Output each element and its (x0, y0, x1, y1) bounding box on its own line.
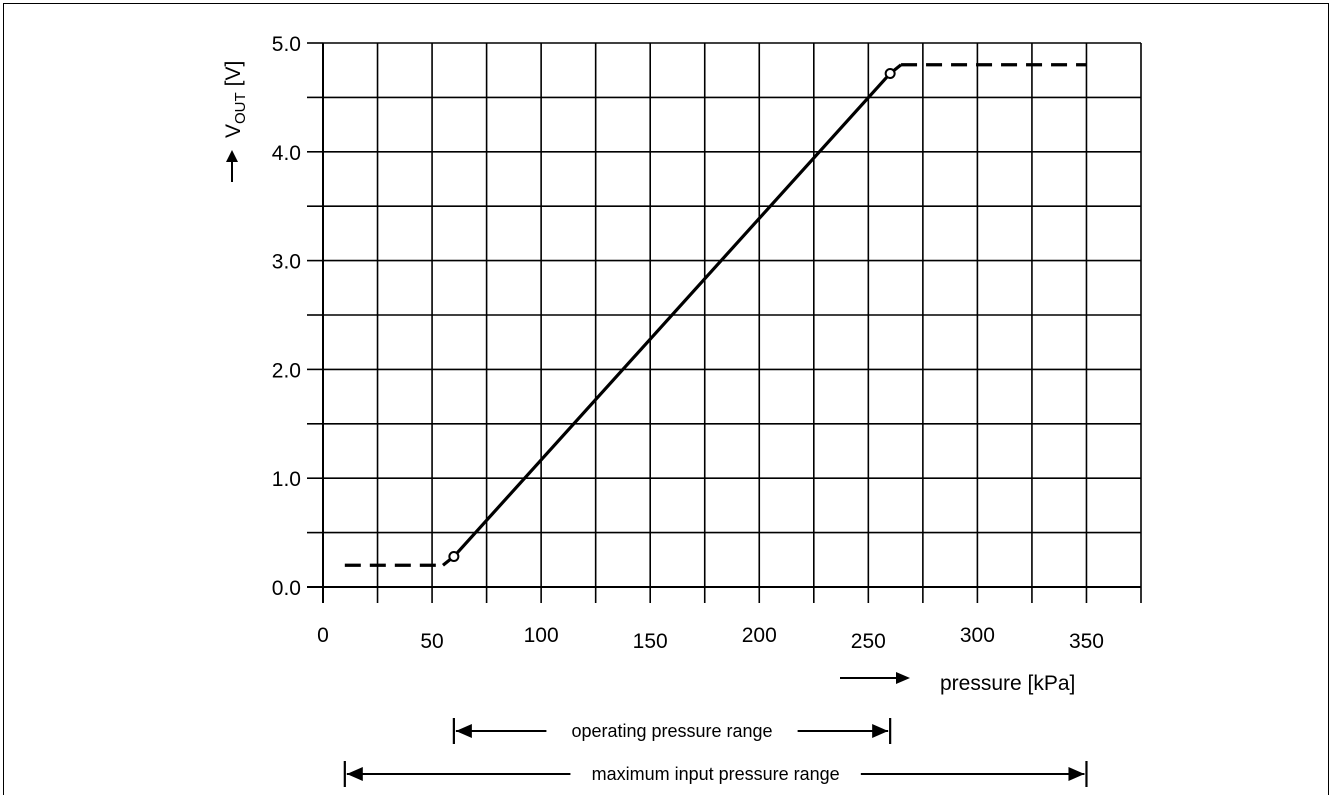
x-tick-label: 100 (524, 624, 559, 647)
y-axis-label: VOUT[V] (222, 61, 249, 182)
series-line-solid (441, 63, 903, 567)
y-label-arrow-icon (226, 150, 238, 162)
y-tick-label: 5.0 (272, 33, 301, 56)
range-indicator: maximum input pressure range (343, 761, 1088, 787)
arrow-left-icon (346, 767, 363, 781)
x-tick-label: 150 (633, 630, 668, 653)
arrow-right-icon (872, 724, 889, 738)
series-layer (344, 63, 1087, 567)
data-marker (448, 551, 460, 563)
tick-labels: 0 50 100 150 200 250 300 350 0.0 1.0 2.0 3.0 4.0 5.0 (272, 33, 1104, 653)
x-label-arrow-icon (896, 672, 910, 684)
y-tick-label: 3.0 (272, 251, 301, 274)
x-tick-label: 300 (960, 624, 995, 647)
y-tick-label: 4.0 (272, 142, 301, 165)
axes (307, 42, 1142, 603)
arrow-right-icon (1068, 767, 1085, 781)
pressure-ranges: operating pressure range maximum input pr… (343, 718, 1088, 787)
range-label: operating pressure range (571, 721, 772, 741)
range-indicator: operating pressure range (452, 718, 892, 744)
x-tick-label: 250 (851, 630, 886, 653)
x-axis-label-text: pressure [kPa] (940, 672, 1075, 695)
arrow-left-icon (455, 724, 472, 738)
x-tick-label: 200 (742, 624, 777, 647)
x-tick-label: 50 (420, 630, 443, 653)
grid (323, 42, 1142, 587)
x-tick-label: 0 (317, 624, 329, 647)
data-marker (884, 67, 896, 79)
range-label: maximum input pressure range (592, 764, 840, 784)
x-tick-label: 350 (1069, 630, 1104, 653)
figure-frame (3, 3, 1329, 795)
y-tick-label: 2.0 (272, 359, 301, 382)
y-tick-label: 0.0 (272, 577, 301, 600)
y-tick-label: 1.0 (272, 468, 301, 491)
y-axis-label-main: VOUT[V] (222, 61, 249, 138)
x-axis-label: pressure [kPa] (840, 672, 1075, 695)
